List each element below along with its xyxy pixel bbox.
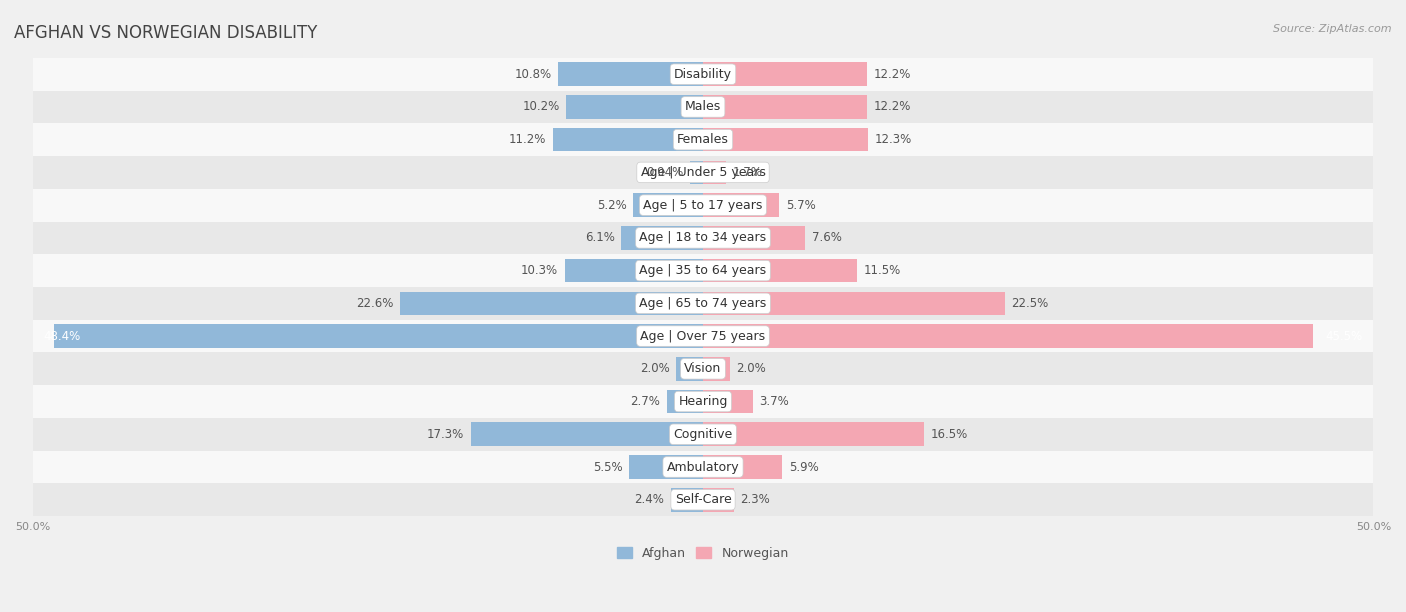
Bar: [32, 91, 1374, 123]
Text: 5.5%: 5.5%: [593, 460, 623, 474]
Bar: [703, 455, 782, 479]
Text: Males: Males: [685, 100, 721, 113]
Bar: [703, 422, 924, 446]
Text: Age | Under 5 years: Age | Under 5 years: [641, 166, 765, 179]
Bar: [565, 259, 703, 282]
Text: 2.3%: 2.3%: [741, 493, 770, 506]
Bar: [32, 418, 1374, 450]
Bar: [666, 390, 703, 413]
Bar: [32, 483, 1374, 516]
Text: 5.2%: 5.2%: [596, 199, 627, 212]
Text: Age | 65 to 74 years: Age | 65 to 74 years: [640, 297, 766, 310]
Text: AFGHAN VS NORWEGIAN DISABILITY: AFGHAN VS NORWEGIAN DISABILITY: [14, 24, 318, 42]
Bar: [671, 488, 703, 512]
Text: 5.7%: 5.7%: [786, 199, 815, 212]
Bar: [53, 324, 703, 348]
Text: Females: Females: [678, 133, 728, 146]
Text: Age | Over 75 years: Age | Over 75 years: [641, 330, 765, 343]
Text: Self-Care: Self-Care: [675, 493, 731, 506]
Bar: [703, 357, 730, 381]
Text: Age | 5 to 17 years: Age | 5 to 17 years: [644, 199, 762, 212]
Text: 3.7%: 3.7%: [759, 395, 789, 408]
Bar: [621, 226, 703, 250]
Text: 6.1%: 6.1%: [585, 231, 614, 244]
Text: Vision: Vision: [685, 362, 721, 375]
Text: 5.9%: 5.9%: [789, 460, 818, 474]
Bar: [633, 193, 703, 217]
Text: Disability: Disability: [673, 68, 733, 81]
Text: 11.2%: 11.2%: [509, 133, 546, 146]
Bar: [399, 291, 703, 315]
Text: 10.8%: 10.8%: [515, 68, 551, 81]
Text: Age | 35 to 64 years: Age | 35 to 64 years: [640, 264, 766, 277]
Text: 12.2%: 12.2%: [873, 68, 911, 81]
Bar: [703, 128, 868, 151]
Text: Cognitive: Cognitive: [673, 428, 733, 441]
Bar: [32, 319, 1374, 353]
Text: 1.7%: 1.7%: [733, 166, 762, 179]
Text: 10.3%: 10.3%: [522, 264, 558, 277]
Text: Ambulatory: Ambulatory: [666, 460, 740, 474]
Bar: [32, 385, 1374, 418]
Text: 22.5%: 22.5%: [1011, 297, 1049, 310]
Text: 7.6%: 7.6%: [811, 231, 841, 244]
Text: 2.0%: 2.0%: [640, 362, 669, 375]
Bar: [676, 357, 703, 381]
Bar: [32, 123, 1374, 156]
Text: 0.94%: 0.94%: [647, 166, 683, 179]
Bar: [630, 455, 703, 479]
Bar: [558, 62, 703, 86]
Text: 10.2%: 10.2%: [522, 100, 560, 113]
Text: 11.5%: 11.5%: [863, 264, 901, 277]
Text: 2.4%: 2.4%: [634, 493, 664, 506]
Text: 48.4%: 48.4%: [44, 330, 80, 343]
Bar: [471, 422, 703, 446]
Bar: [567, 95, 703, 119]
Text: Hearing: Hearing: [678, 395, 728, 408]
Bar: [32, 287, 1374, 319]
Bar: [703, 160, 725, 184]
Text: 22.6%: 22.6%: [356, 297, 394, 310]
Bar: [690, 160, 703, 184]
Text: Age | 18 to 34 years: Age | 18 to 34 years: [640, 231, 766, 244]
Text: 45.5%: 45.5%: [1326, 330, 1362, 343]
Bar: [553, 128, 703, 151]
Bar: [32, 222, 1374, 254]
Text: 2.0%: 2.0%: [737, 362, 766, 375]
Text: 12.2%: 12.2%: [873, 100, 911, 113]
Text: 17.3%: 17.3%: [427, 428, 464, 441]
Bar: [703, 226, 804, 250]
Text: 12.3%: 12.3%: [875, 133, 912, 146]
Bar: [703, 95, 866, 119]
Legend: Afghan, Norwegian: Afghan, Norwegian: [613, 542, 793, 565]
Bar: [703, 488, 734, 512]
Bar: [703, 291, 1005, 315]
Bar: [703, 259, 858, 282]
Bar: [703, 324, 1313, 348]
Text: Source: ZipAtlas.com: Source: ZipAtlas.com: [1274, 24, 1392, 34]
Text: 2.7%: 2.7%: [630, 395, 659, 408]
Text: 16.5%: 16.5%: [931, 428, 969, 441]
Bar: [32, 254, 1374, 287]
Bar: [32, 58, 1374, 91]
Bar: [32, 188, 1374, 222]
Bar: [703, 62, 866, 86]
Bar: [32, 450, 1374, 483]
Bar: [32, 353, 1374, 385]
Bar: [32, 156, 1374, 188]
Bar: [703, 193, 779, 217]
Bar: [703, 390, 752, 413]
